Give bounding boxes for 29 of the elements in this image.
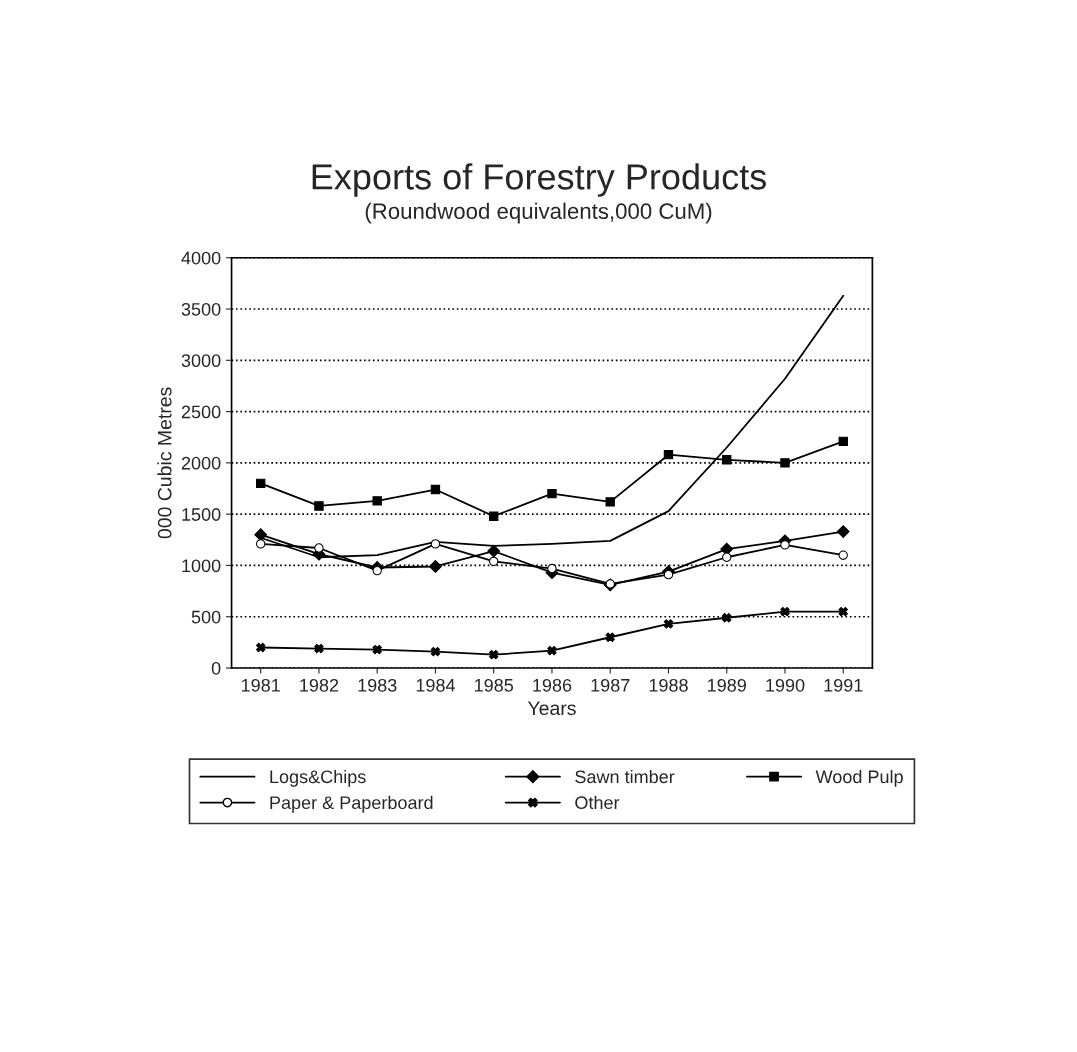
- y-tick-label: 3500: [181, 302, 221, 316]
- y-tick-label: 500: [191, 610, 221, 624]
- x-tick-label: 1981: [241, 678, 280, 692]
- legend-label: Sawn timber: [575, 769, 675, 784]
- legend-label: Logs&Chips: [270, 769, 366, 787]
- y-tick-label: 0: [211, 661, 221, 675]
- chart-subtitle: (Roundwood equivalents,000 CuM): [365, 202, 712, 224]
- x-axis-title: Years: [527, 701, 576, 716]
- chart-title: Exports of Forestry Products: [312, 163, 766, 197]
- y-tick-label: 3000: [181, 354, 221, 368]
- x-tick-label: 1990: [766, 678, 805, 692]
- x-tick-label: 1988: [649, 678, 688, 692]
- y-tick-label: 1500: [182, 508, 221, 521]
- x-tick-label: 1986: [533, 678, 572, 692]
- y-axis-title: 000 Cubic Metres: [157, 387, 172, 539]
- y-tick-label: 2000: [181, 456, 221, 470]
- x-tick-label: 1991: [824, 678, 863, 692]
- x-tick-label: 1982: [300, 678, 339, 692]
- legend-label: Other: [575, 795, 620, 810]
- x-tick-label: 1983: [358, 678, 397, 692]
- x-tick-label: 1985: [475, 678, 514, 692]
- y-tick-label: 1000: [182, 559, 221, 573]
- x-tick-label: 1987: [591, 678, 630, 692]
- legend-label: Wood Pulp: [815, 769, 903, 787]
- x-tick-label: 1989: [708, 678, 746, 692]
- y-tick-label: 2500: [181, 405, 221, 419]
- x-tick-label: 1984: [416, 678, 456, 692]
- legend-label: Paper & Paperboard: [270, 795, 433, 813]
- y-tick-label: 4000: [181, 251, 221, 265]
